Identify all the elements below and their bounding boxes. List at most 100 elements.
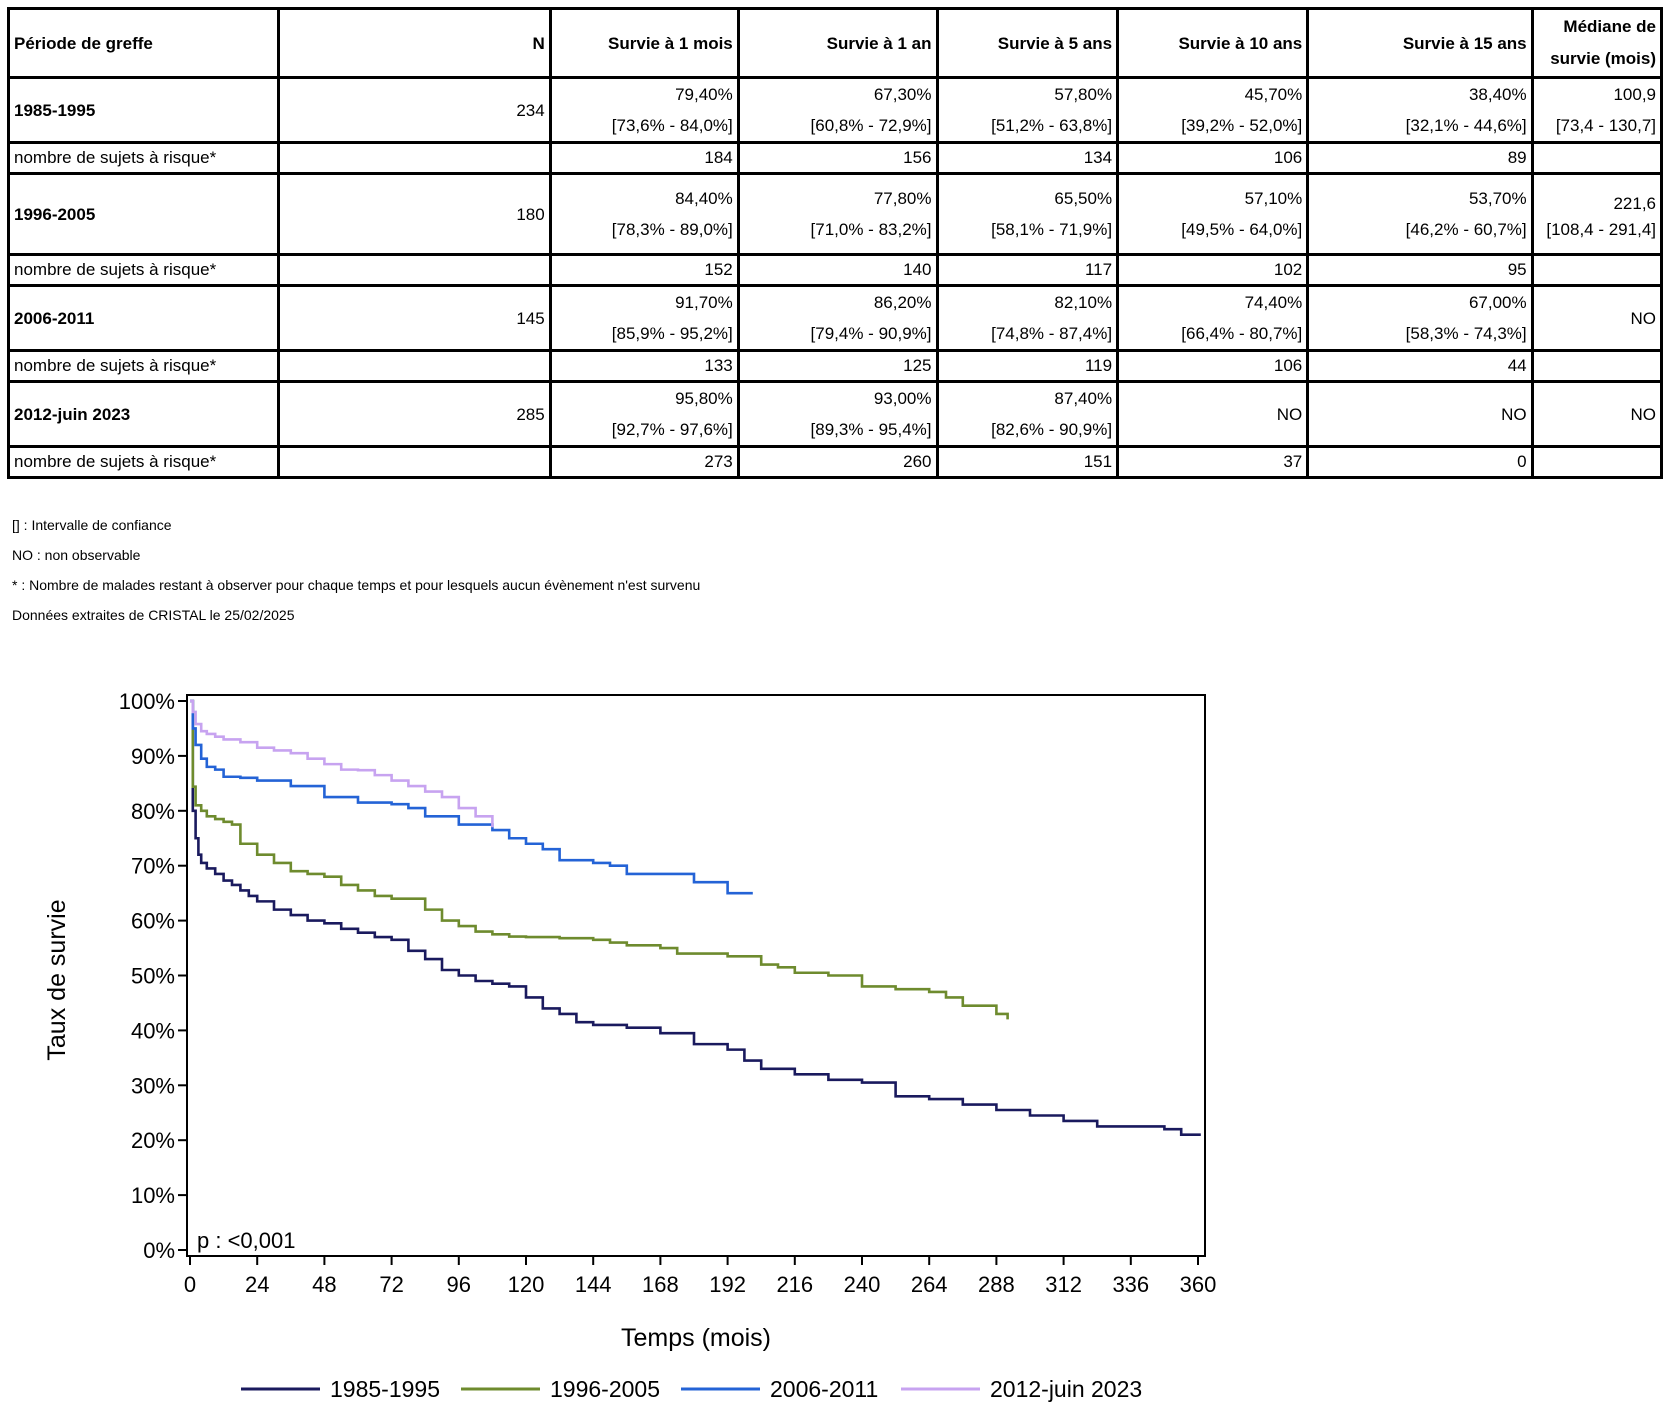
at-risk-count: 156 [736, 141, 939, 175]
period-cell: 1996-2005 [6, 172, 281, 256]
at-risk-count: 102 [1116, 253, 1310, 287]
at-risk-count: 119 [935, 349, 1120, 383]
risk-label: nombre de sujets à risque* [6, 253, 281, 287]
at-risk-count: 89 [1306, 141, 1534, 175]
survival-cell: 86,20% [79,4% - 90,9%] [736, 284, 939, 352]
survival-value: 45,70% [1244, 85, 1303, 104]
x-tick-label: 312 [1045, 1272, 1082, 1297]
x-tick-label: 264 [911, 1272, 948, 1297]
survival-cell: NO [1530, 284, 1664, 352]
survival-value: 84,40% [675, 189, 733, 208]
y-tick-label: 30% [131, 1073, 175, 1098]
table-row: 2012-juin 2023 285 95,80% [92,7% - 97,6%] 93… [6, 380, 1664, 448]
confidence-interval: [58,3% - 74,3%] [1405, 324, 1527, 343]
period-cell: 2006-2011 [6, 284, 281, 352]
header-mediane: Médiane de survie (mois) [1530, 7, 1664, 79]
survival-cell: 100,9 [73,4 - 130,7] [1530, 76, 1664, 144]
survival-value: 65,50% [1054, 189, 1113, 208]
survival-curve-1996-2005 [190, 699, 1009, 1020]
at-risk-count: 134 [935, 141, 1120, 175]
survival-value: 95,80% [675, 389, 733, 408]
at-risk-count: 37 [1116, 445, 1310, 479]
y-tick-label: 20% [131, 1128, 175, 1153]
survival-cell: 53,70% [46,2% - 60,7%] [1306, 172, 1534, 256]
x-tick-label: 216 [776, 1272, 813, 1297]
x-tick-label: 240 [844, 1272, 881, 1297]
survival-value: 53,70% [1468, 189, 1527, 208]
survival-value: 57,80% [1054, 85, 1113, 104]
n-cell: 145 [277, 284, 552, 352]
at-risk-count: 140 [736, 253, 939, 287]
period-cell: 2012-juin 2023 [6, 380, 281, 448]
n-cell: 234 [277, 76, 552, 144]
x-tick-label: 336 [1112, 1272, 1149, 1297]
survival-value: 86,20% [873, 293, 932, 312]
confidence-interval: [78,3% - 89,0%] [611, 220, 733, 239]
empty-cell [277, 445, 552, 479]
table-header-row: Période de greffe N Survie à 1 mois Surv… [6, 7, 1664, 79]
y-tick-label: 40% [131, 1018, 175, 1043]
survival-value: 93,00% [873, 389, 932, 408]
at-risk-count: 106 [1116, 349, 1310, 383]
y-tick-label: 100% [119, 689, 175, 714]
confidence-interval: [39,2% - 52,0%] [1181, 116, 1303, 135]
empty-cell [277, 253, 552, 287]
survival-cell: NO [1116, 380, 1310, 448]
at-risk-count: 106 [1116, 141, 1310, 175]
survival-value: 38,40% [1468, 85, 1527, 104]
survival-cell: 93,00% [89,3% - 95,4%] [736, 380, 939, 448]
x-tick-label: 96 [447, 1272, 471, 1297]
survival-value: NO [1630, 308, 1657, 328]
footnote-source: Données extraites de CRISTAL le 25/02/20… [12, 607, 295, 623]
survival-value: 82,10% [1054, 293, 1113, 312]
confidence-interval: [74,8% - 87,4%] [991, 324, 1113, 343]
survival-cell: 65,50% [58,1% - 71,9%] [935, 172, 1120, 256]
y-tick-label: 70% [131, 854, 175, 879]
confidence-interval: [66,4% - 80,7%] [1181, 324, 1303, 343]
survival-cell: NO [1530, 380, 1664, 448]
y-tick-label: 80% [131, 799, 175, 824]
survival-cell: 57,80% [51,2% - 63,8%] [935, 76, 1120, 144]
survival-value: 79,40% [675, 85, 733, 104]
survival-cell: 67,30% [60,8% - 72,9%] [736, 76, 939, 144]
survival-value: 77,80% [873, 189, 932, 208]
at-risk-count: 44 [1306, 349, 1534, 383]
survival-cell: 67,00% [58,3% - 74,3%] [1306, 284, 1534, 352]
survival-cell: 74,40% [66,4% - 80,7%] [1116, 284, 1310, 352]
y-tick-label: 60% [131, 909, 175, 934]
table-row: 2006-2011 145 91,70% [85,9% - 95,2%] 86,20% [… [6, 284, 1664, 352]
x-axis: 0 24 48 72 96 120 144 168 192 216 240 264 288 312 336 3… [184, 1256, 1216, 1297]
confidence-interval: [60,8% - 72,9%] [810, 116, 932, 135]
x-tick-label: 192 [709, 1272, 746, 1297]
survival-cell: 95,80% [92,7% - 97,6%] [548, 380, 740, 448]
survival-value: NO [1630, 404, 1657, 424]
x-tick-label: 0 [184, 1272, 196, 1297]
risk-row: nombre de sujets à risque* 152 140 117 102 95 [6, 253, 1664, 287]
risk-label: nombre de sujets à risque* [6, 445, 281, 479]
header-10-ans: Survie à 10 ans [1116, 7, 1310, 79]
period-cell: 1985-1995 [6, 76, 281, 144]
at-risk-count: 152 [548, 253, 740, 287]
empty-cell [1530, 349, 1664, 383]
at-risk-count: 273 [548, 445, 740, 479]
confidence-interval: [73,6% - 84,0%] [611, 116, 733, 135]
x-tick-label: 48 [312, 1272, 336, 1297]
x-tick-label: 24 [245, 1272, 269, 1297]
survival-cell: 221,6 [108,4 - 291,4] [1530, 172, 1664, 256]
confidence-interval: [82,6% - 90,9%] [991, 420, 1113, 439]
y-axis-title: Taux de survie [43, 899, 71, 1060]
empty-cell [277, 141, 552, 175]
survival-value: 74,40% [1244, 293, 1303, 312]
x-tick-label: 120 [508, 1272, 545, 1297]
at-risk-count: 95 [1306, 253, 1534, 287]
survival-cell: 79,40% [73,6% - 84,0%] [548, 76, 740, 144]
survival-table: Période de greffe N Survie à 1 mois Surv… [6, 7, 1664, 479]
header-1-mois: Survie à 1 mois [548, 7, 740, 79]
survival-value: 87,40% [1054, 389, 1113, 408]
survival-value: NO [1501, 404, 1527, 424]
legend-label: 2006-2011 [770, 1376, 878, 1402]
header-5-ans: Survie à 5 ans [935, 7, 1120, 79]
x-tick-label: 360 [1180, 1272, 1217, 1297]
table-row: 1985-1995 234 79,40% [73,6% - 84,0%] 67,30% [… [6, 76, 1664, 144]
